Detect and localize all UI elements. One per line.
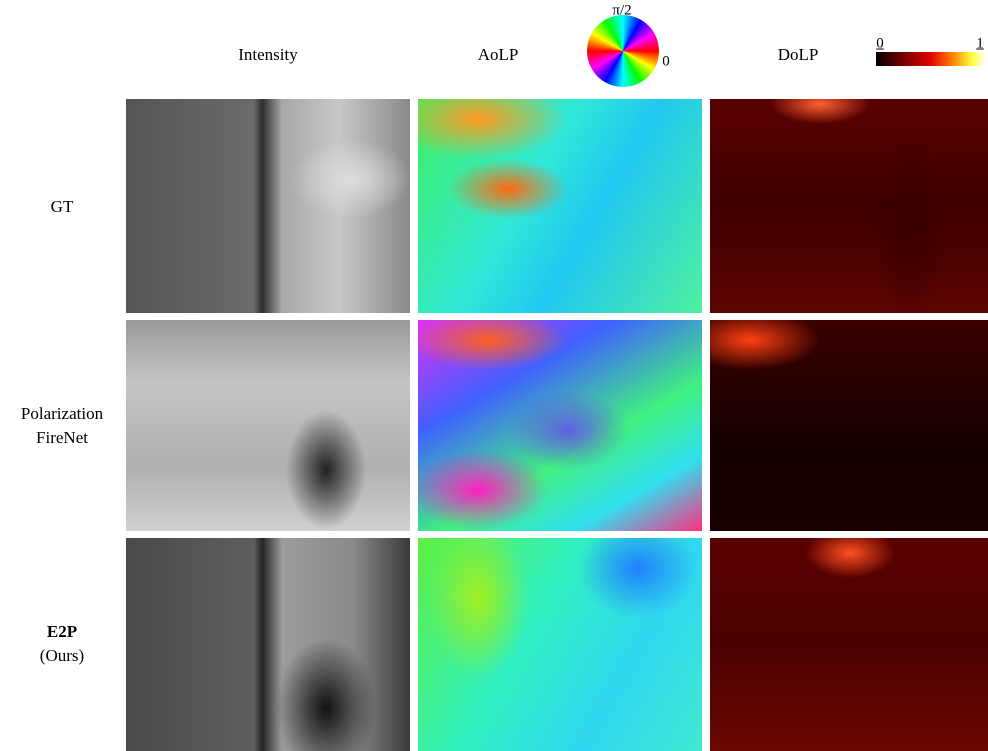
row-label: FireNet [36, 428, 88, 448]
column-header: Intensity [238, 45, 298, 65]
dolp-image [710, 320, 988, 531]
dolp-image [710, 99, 988, 313]
column-header: AoLP [478, 45, 519, 65]
dolp-legend-label: 0 [876, 36, 884, 53]
aolp-legend-label: π/2 [612, 3, 631, 20]
intensity-image [126, 99, 410, 313]
intensity-image [126, 538, 410, 751]
aolp-image [418, 99, 702, 313]
intensity-image [126, 320, 410, 531]
aolp-image [418, 538, 702, 751]
row-label: Polarization [21, 404, 103, 424]
dolp-image [710, 538, 988, 751]
column-header: DoLP [778, 45, 819, 65]
row-label: (Ours) [40, 646, 84, 666]
figure: Intensity AoLP DoLP π/2 0 0 1 GT Polariz… [0, 0, 988, 751]
row-label: GT [51, 197, 74, 217]
dolp-legend-label: 1 [976, 36, 984, 53]
row-label: E2P [47, 622, 77, 642]
aolp-color-wheel [587, 15, 659, 87]
dolp-colorbar [876, 52, 985, 66]
aolp-legend-label: 0 [662, 54, 670, 71]
aolp-image [418, 320, 702, 531]
